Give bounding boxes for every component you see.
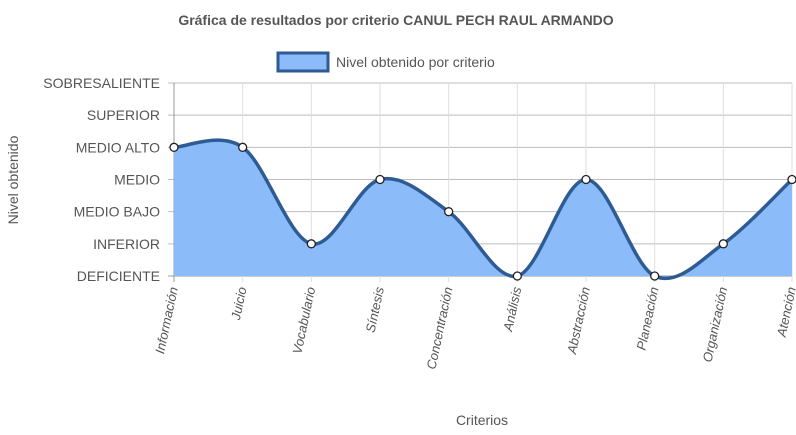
- y-tick-label: MEDIO: [114, 172, 160, 188]
- x-tick-labels: Información Juicio Vocabulario Síntesis Conc…: [152, 285, 796, 371]
- data-point[interactable]: [650, 271, 660, 281]
- x-tick-label: Planeación: [634, 286, 662, 352]
- data-point[interactable]: [238, 142, 248, 152]
- x-tick-label: Atención: [774, 286, 796, 340]
- data-point[interactable]: [512, 271, 522, 281]
- x-tick-label: Información: [152, 286, 181, 356]
- y-tick-labels: DEFICIENTE INFERIOR MEDIO BAJO MEDIO MEDIO A…: [43, 75, 160, 284]
- series-area: [174, 140, 792, 279]
- data-point[interactable]: [306, 239, 316, 249]
- x-axis-label: Criterios: [456, 412, 508, 428]
- chart-title: Gráfica de resultados por criterio CANUL…: [178, 12, 613, 28]
- x-tick-label: Organización: [700, 286, 731, 364]
- legend[interactable]: Nivel obtenido por criterio: [276, 51, 495, 73]
- y-axis-label: Nivel obtenido: [5, 135, 21, 224]
- x-tick-label: Concentración: [424, 286, 456, 371]
- data-point[interactable]: [787, 174, 796, 185]
- series-line: [173, 138, 794, 281]
- y-tick-label: MEDIO ALTO: [76, 139, 160, 155]
- data-point[interactable]: [581, 174, 591, 185]
- data-point[interactable]: [375, 174, 385, 185]
- y-tick-label: DEFICIENTE: [77, 268, 160, 284]
- x-tick-label: Análisis: [500, 285, 524, 333]
- x-tick-label: Juicio: [228, 286, 250, 323]
- legend-label: Nivel obtenido por criterio: [336, 54, 495, 70]
- y-tick-label: MEDIO BAJO: [74, 204, 160, 220]
- data-point[interactable]: [169, 142, 179, 152]
- x-tick-label: Vocabulario: [289, 286, 318, 356]
- data-point[interactable]: [718, 239, 728, 249]
- y-tick-label: SUPERIOR: [87, 107, 160, 123]
- data-point[interactable]: [444, 207, 454, 217]
- y-tick-label: INFERIOR: [93, 236, 160, 252]
- x-tick-label: Abstracción: [564, 286, 593, 357]
- y-tick-label: SOBRESALIENTE: [43, 75, 160, 91]
- legend-swatch: [276, 51, 330, 73]
- series-points: [169, 142, 796, 281]
- x-tick-label: Síntesis: [363, 285, 387, 334]
